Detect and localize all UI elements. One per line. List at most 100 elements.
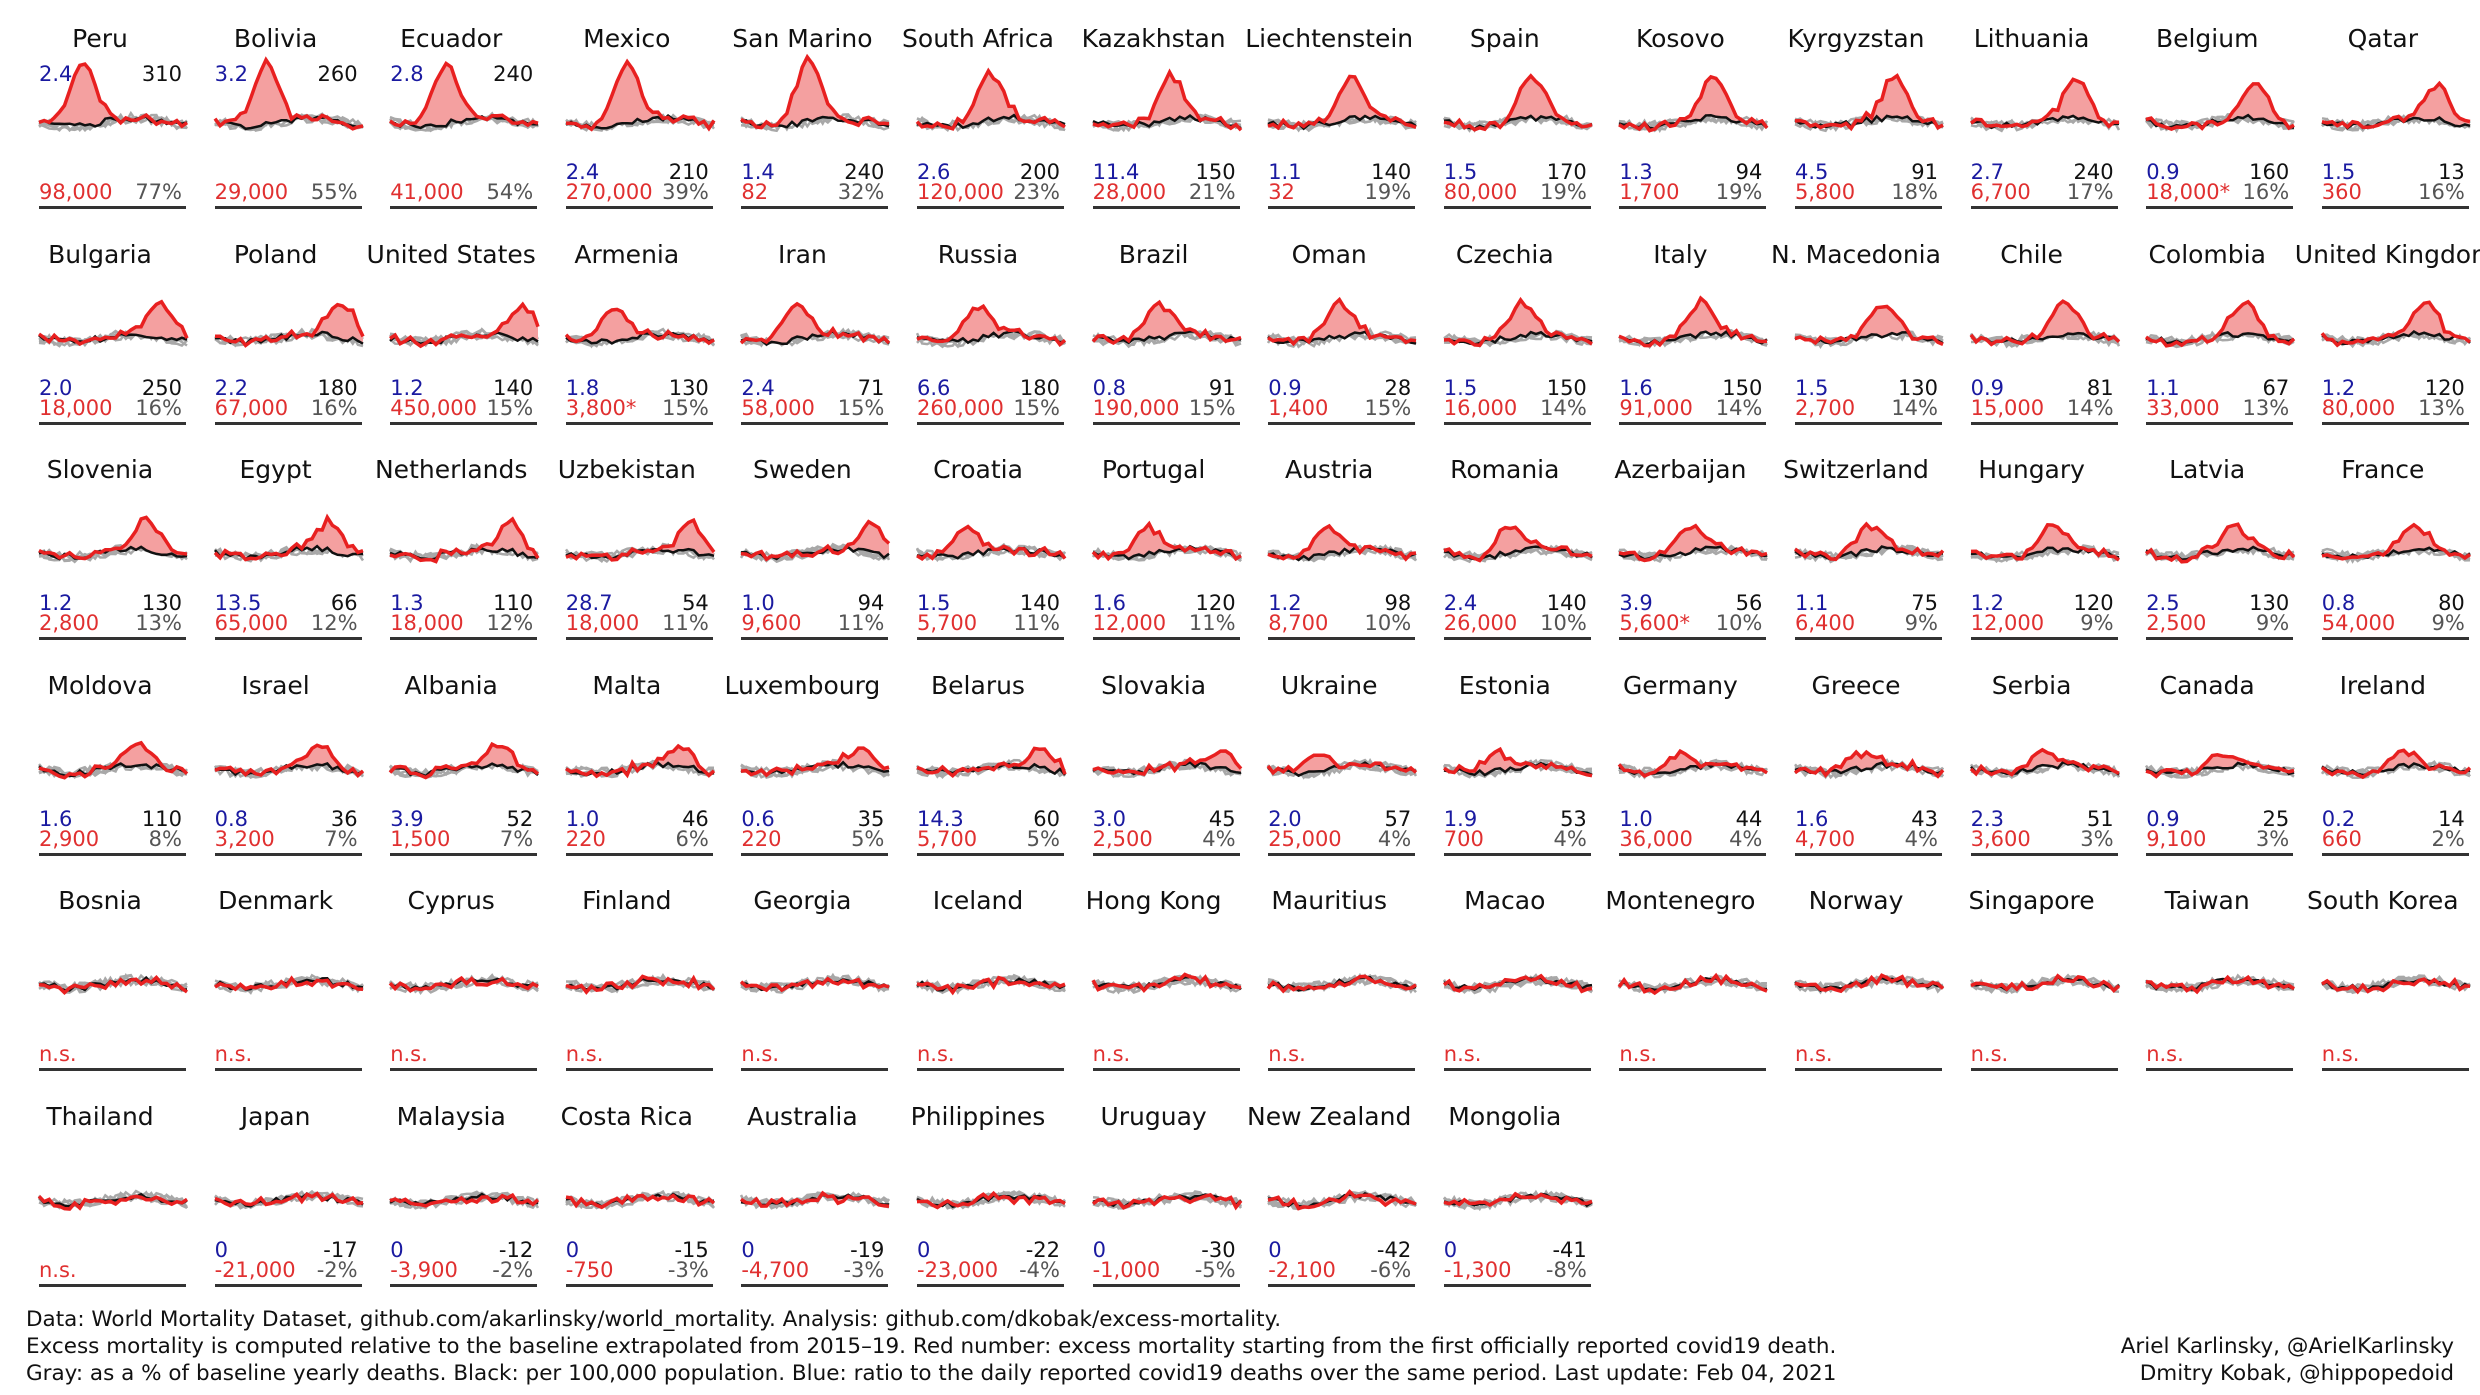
underline <box>917 637 1064 640</box>
country-panel: Belgium 0.9 160 18,000* 16% <box>2119 0 2296 216</box>
percent-baseline-label: -6% <box>1370 1257 1412 1282</box>
underline <box>1268 1068 1416 1071</box>
sparkline-plot <box>1618 523 1769 563</box>
excess-line <box>916 975 1066 996</box>
per-100k-label: 140 <box>1371 160 1412 184</box>
excess-deaths-label: 26,000 <box>1443 611 1518 635</box>
sparkline-plot <box>388 973 540 995</box>
country-panel: Lithuania 2.7 240 6,700 17% <box>1944 0 2120 216</box>
country-title: Lithuania <box>1973 24 2090 53</box>
country-title: Montenegro <box>1605 886 1756 915</box>
sparkline-plot <box>915 524 1067 563</box>
per-100k-label: 240 <box>844 160 885 184</box>
excess-line <box>565 974 716 995</box>
percent-baseline-label: 13% <box>2418 395 2465 420</box>
country-title: Georgia <box>753 886 852 915</box>
blue-ratio-label: 1.5 <box>1443 160 1478 184</box>
percent-baseline-label: 14% <box>2066 395 2114 420</box>
underline <box>2321 852 2469 856</box>
country-title: Bolivia <box>233 24 318 53</box>
sparkline-plot <box>1267 1188 1418 1211</box>
blue-ratio-label: 0.9 <box>1268 375 1302 400</box>
excess-line <box>2146 974 2296 995</box>
excess-line <box>1794 521 1945 562</box>
excess-deaths-label: n.s. <box>1970 1042 2009 1066</box>
blue-ratio-label: 1.2 <box>1970 591 2004 615</box>
excess-area <box>917 526 1065 559</box>
percent-baseline-label: 9% <box>1904 611 1938 635</box>
sparkline-plot <box>2320 974 2471 995</box>
sparkline-plot <box>213 742 364 779</box>
excess-deaths-label: n.s. <box>1268 1042 1306 1066</box>
underline <box>1443 852 1591 856</box>
underline <box>2146 852 2294 856</box>
blue-ratio-label: 2.8 <box>390 62 424 86</box>
excess-line <box>2320 976 2470 995</box>
country-panel: Taiwan n.s. <box>2119 862 2296 1078</box>
excess-line <box>38 515 188 561</box>
excess-deaths-label: 29,000 <box>214 180 289 204</box>
excess-line <box>1267 523 1417 562</box>
blue-ratio-label: 1.2 <box>390 375 424 400</box>
sparkline-plot <box>916 973 1066 996</box>
country-panel: Czechia 1.5 150 16,000 14% <box>1417 216 1593 432</box>
per-100k-label: 28 <box>1384 375 1412 400</box>
blue-ratio-label: 4.5 <box>1795 160 1829 184</box>
country-title: Serbia <box>1991 670 2072 700</box>
country-panel: Singapore n.s. <box>1944 862 2120 1078</box>
percent-baseline-label: -2% <box>316 1257 358 1282</box>
excess-line <box>388 975 540 993</box>
excess-deaths-label: 2,500 <box>1092 826 1153 851</box>
per-100k-label: 67 <box>2262 375 2290 400</box>
excess-deaths-label: 33,000 <box>2146 395 2220 420</box>
per-100k-label: 240 <box>2073 160 2114 184</box>
per-100k-label: 260 <box>317 62 358 86</box>
sparkline-plot <box>564 307 715 348</box>
country-panel: Luxembourg 0.6 35 220 5% <box>714 647 891 863</box>
per-100k-label: 130 <box>2249 591 2290 615</box>
percent-baseline-label: 55% <box>310 180 358 204</box>
sparkline-plot <box>2320 747 2471 779</box>
excess-deaths-label: -3,900 <box>390 1257 458 1282</box>
blue-ratio-label: 1.1 <box>1795 591 1829 615</box>
underline <box>565 421 713 425</box>
excess-deaths-label: 12,000 <box>1092 611 1167 635</box>
blue-ratio-label: 1.2 <box>39 591 73 615</box>
percent-baseline-label: 9% <box>2431 611 2465 635</box>
blue-ratio-label: 3.0 <box>1092 806 1126 831</box>
blue-ratio-label: 0.8 <box>2321 591 2356 615</box>
country-panel: Brazil 0.8 91 190,000 15% <box>1066 216 1242 432</box>
country-panel: Hong Kong n.s. <box>1066 862 1242 1078</box>
percent-baseline-label: 5% <box>851 826 885 851</box>
blue-ratio-label: 0.9 <box>2146 160 2180 184</box>
country-panel: Qatar 1.5 13 360 16% <box>2295 0 2471 216</box>
per-100k-label: 66 <box>330 591 358 615</box>
excess-line <box>1092 748 1242 776</box>
country-title: Oman <box>1291 239 1367 269</box>
underline <box>1443 421 1591 425</box>
excess-line <box>1091 520 1242 562</box>
excess-line <box>1266 974 1418 994</box>
excess-area <box>917 70 1065 129</box>
country-title: Estonia <box>1458 670 1551 700</box>
country-title: Ukraine <box>1280 670 1378 700</box>
country-panel: Uzbekistan 28.7 54 18,000 11% <box>539 431 716 647</box>
per-100k-label: 110 <box>493 591 534 615</box>
country-panel: Bosnia n.s. <box>12 862 189 1078</box>
excess-deaths-label: 8,700 <box>1268 611 1329 635</box>
per-100k-label: 140 <box>1546 591 1587 615</box>
country-panel: Slovakia 3.0 45 2,500 4% <box>1066 647 1242 863</box>
excess-deaths-label: n.s. <box>565 1042 604 1066</box>
excess-deaths-label: 2,700 <box>1795 395 1856 420</box>
excess-area <box>214 59 363 129</box>
underline <box>1092 1283 1240 1287</box>
excess-line <box>1618 74 1769 133</box>
blue-ratio-label: 2.7 <box>1970 160 2004 184</box>
per-100k-label: 120 <box>1195 591 1236 615</box>
underline <box>741 206 889 209</box>
country-title: Switzerland <box>1783 455 1929 484</box>
country-title: Qatar <box>2347 24 2418 53</box>
per-100k-label: 130 <box>668 375 709 400</box>
country-title: Albania <box>404 670 498 700</box>
excess-deaths-label: 18,000 <box>565 611 640 635</box>
